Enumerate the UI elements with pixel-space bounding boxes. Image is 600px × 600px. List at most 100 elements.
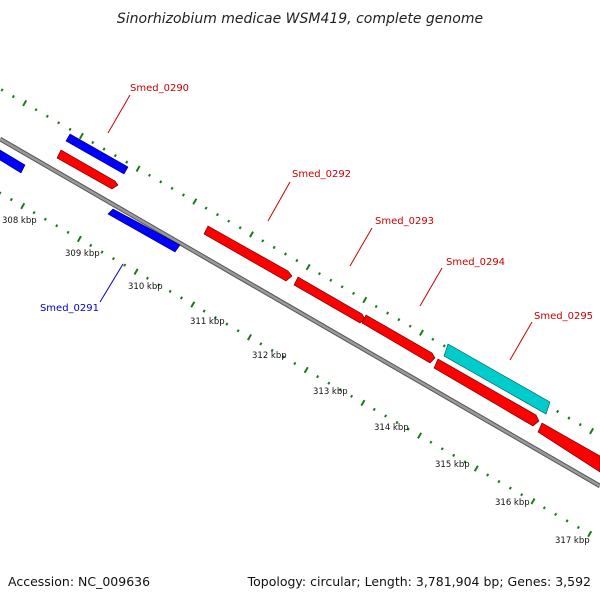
gene-feature-smed-0292[interactable] [203, 225, 293, 282]
minor-tick [43, 217, 47, 221]
minor-tick [227, 219, 231, 223]
major-tick [133, 268, 139, 275]
tick-label: 313 kbp [313, 387, 348, 397]
minor-tick [238, 226, 242, 230]
leader-line [267, 181, 291, 222]
gene-label-smed-0294[interactable]: Smed_0294 [446, 257, 505, 268]
major-tick [249, 231, 254, 238]
minor-tick [578, 422, 582, 427]
gene-label-smed-0290[interactable]: Smed_0290 [130, 83, 189, 94]
minor-tick [181, 193, 185, 197]
minor-tick [397, 317, 401, 322]
minor-tick [293, 361, 297, 366]
minor-tick [283, 252, 287, 256]
gene-label-smed-0295[interactable]: Smed_0295 [534, 311, 593, 322]
minor-tick [329, 278, 333, 282]
gene-feature-smed-0291[interactable] [107, 208, 181, 253]
minor-tick [440, 447, 444, 451]
minor-tick [204, 206, 208, 210]
minor-tick [34, 108, 38, 112]
gene-label-smed-0292[interactable]: Smed_0292 [292, 169, 351, 180]
gene-label-smed-0293[interactable]: Smed_0293 [375, 216, 434, 227]
minor-tick [556, 409, 560, 414]
inner-tick-ring [0, 191, 593, 538]
minor-tick [554, 512, 558, 516]
minor-tick [111, 256, 115, 261]
feature-layer [0, 133, 600, 473]
minor-tick [408, 324, 412, 328]
minor-tick [567, 416, 571, 420]
major-tick [419, 329, 424, 337]
gene-feature-smed-0293[interactable] [293, 276, 366, 324]
minor-tick [259, 342, 263, 346]
minor-tick [157, 283, 161, 287]
tick-label: 314 kbp [374, 423, 409, 433]
minor-tick [542, 506, 546, 510]
minor-tick [57, 121, 61, 125]
minor-tick [202, 309, 206, 313]
major-tick [78, 132, 84, 140]
minor-tick [295, 258, 299, 263]
minor-tick [384, 414, 388, 418]
gene-feature[interactable] [537, 422, 600, 473]
tick-label: 315 kbp [435, 460, 470, 470]
gene-feature-smed-0290[interactable] [65, 133, 129, 175]
leader-line [99, 263, 124, 303]
minor-tick [66, 230, 70, 234]
minor-tick [11, 94, 15, 99]
minor-tick [55, 224, 59, 228]
major-tick [589, 427, 595, 435]
gene-feature[interactable] [56, 149, 119, 190]
minor-tick [32, 211, 36, 215]
minor-tick [236, 329, 240, 333]
gene-feature-smed-0294[interactable] [361, 314, 436, 364]
gene-feature-smed-0295[interactable] [443, 343, 551, 415]
gene-feature[interactable] [433, 358, 540, 427]
minor-tick [282, 355, 286, 359]
major-tick [135, 165, 141, 173]
minor-tick [340, 285, 344, 289]
minor-tick [386, 311, 390, 315]
minor-tick [327, 381, 331, 385]
minor-tick [9, 197, 13, 202]
minor-tick [429, 440, 433, 444]
tick-label: 310 kbp [128, 282, 163, 292]
tick-label: 317 kbp [555, 536, 590, 546]
minor-tick [102, 147, 106, 151]
minor-tick [113, 153, 117, 158]
major-tick [362, 296, 368, 304]
minor-tick [147, 173, 151, 177]
topology-text: Topology: circular; Length: 3,781,904 bp… [247, 574, 591, 589]
minor-tick [270, 348, 274, 353]
leader-line [349, 227, 373, 267]
minor-tick [100, 250, 104, 254]
tick-label: 316 kbp [495, 498, 530, 508]
accession-text: Accession: NC_009636 [8, 574, 150, 589]
leader-line [419, 267, 443, 307]
minor-tick [145, 276, 149, 280]
minor-tick [316, 375, 320, 379]
major-tick [22, 99, 28, 107]
minor-tick [215, 213, 219, 217]
minor-tick [45, 114, 49, 118]
major-tick [247, 334, 252, 341]
minor-tick [261, 239, 265, 243]
minor-tick [520, 493, 524, 497]
minor-tick [576, 525, 580, 530]
major-tick [76, 235, 82, 243]
minor-tick [486, 473, 490, 477]
gene-label-smed-0291[interactable]: Smed_0291 [40, 303, 99, 314]
minor-tick [338, 388, 342, 392]
major-tick [360, 399, 366, 407]
major-tick [192, 198, 198, 205]
gene-labels: Smed_0290 Smed_0291 Smed_0292 Smed_0293 … [40, 83, 593, 361]
map-title: Sinorhizobium medicae WSM419, complete g… [117, 11, 483, 27]
minor-tick [374, 304, 378, 309]
leader-line [509, 321, 533, 361]
major-tick [305, 263, 311, 271]
minor-tick [125, 160, 129, 164]
gene-feature[interactable] [0, 149, 26, 174]
minor-tick [159, 180, 163, 184]
minor-tick [91, 140, 95, 145]
minor-tick [350, 394, 354, 398]
